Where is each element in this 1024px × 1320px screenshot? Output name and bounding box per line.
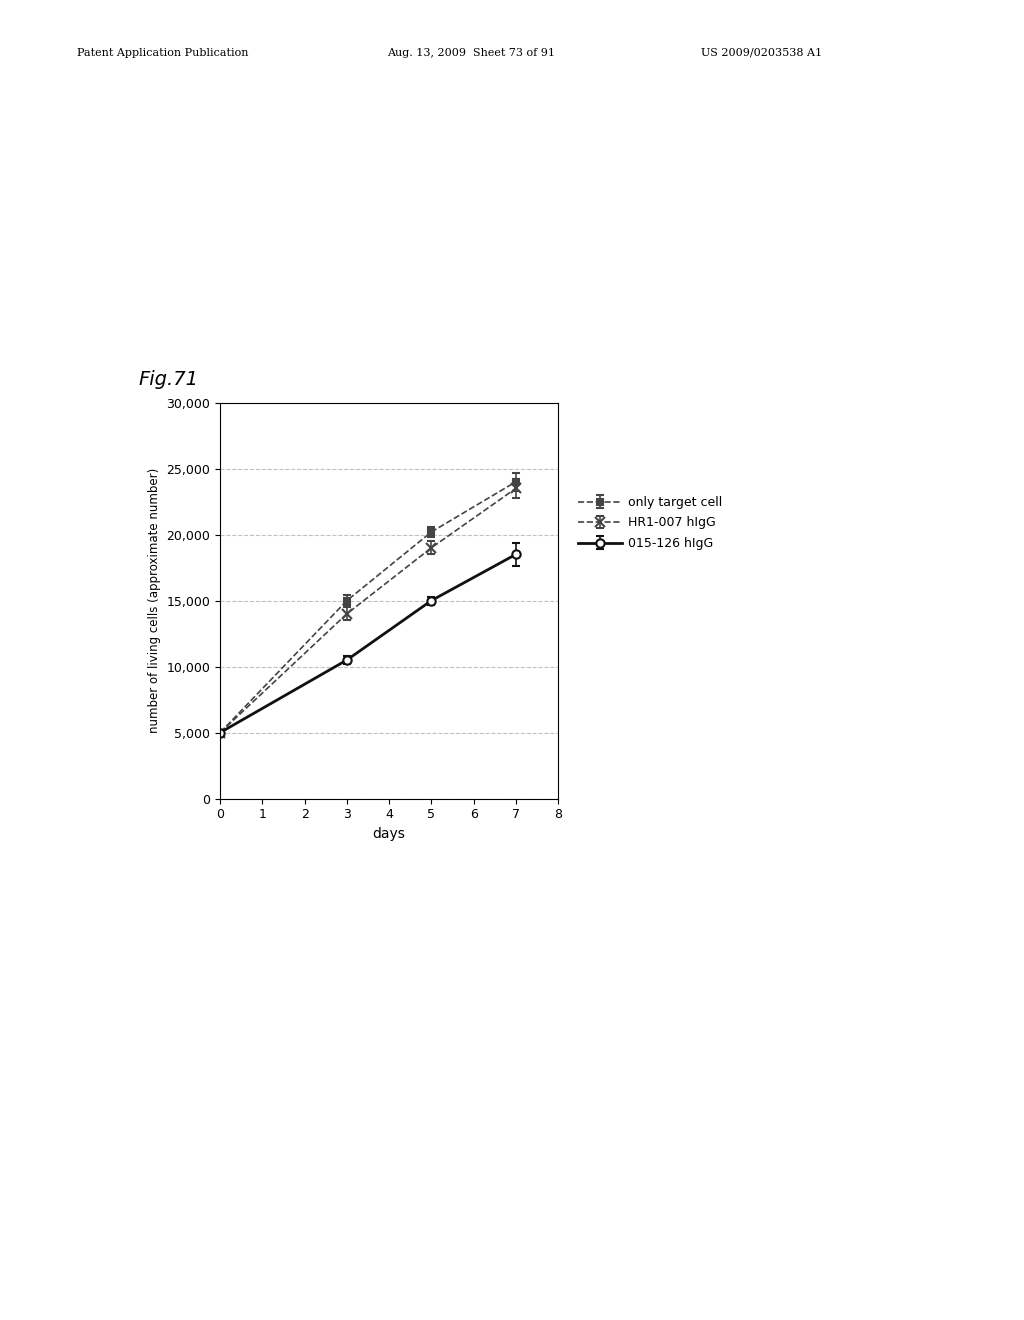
Legend: only target cell, HR1-007 hIgG, 015-126 hIgG: only target cell, HR1-007 hIgG, 015-126 … [578,496,722,550]
X-axis label: days: days [373,826,406,841]
Text: Fig.71: Fig.71 [138,371,199,389]
Text: Aug. 13, 2009  Sheet 73 of 91: Aug. 13, 2009 Sheet 73 of 91 [387,48,555,58]
Y-axis label: number of living cells (approximate number): number of living cells (approximate numb… [148,469,161,733]
Text: US 2009/0203538 A1: US 2009/0203538 A1 [701,48,822,58]
Text: Patent Application Publication: Patent Application Publication [77,48,248,58]
